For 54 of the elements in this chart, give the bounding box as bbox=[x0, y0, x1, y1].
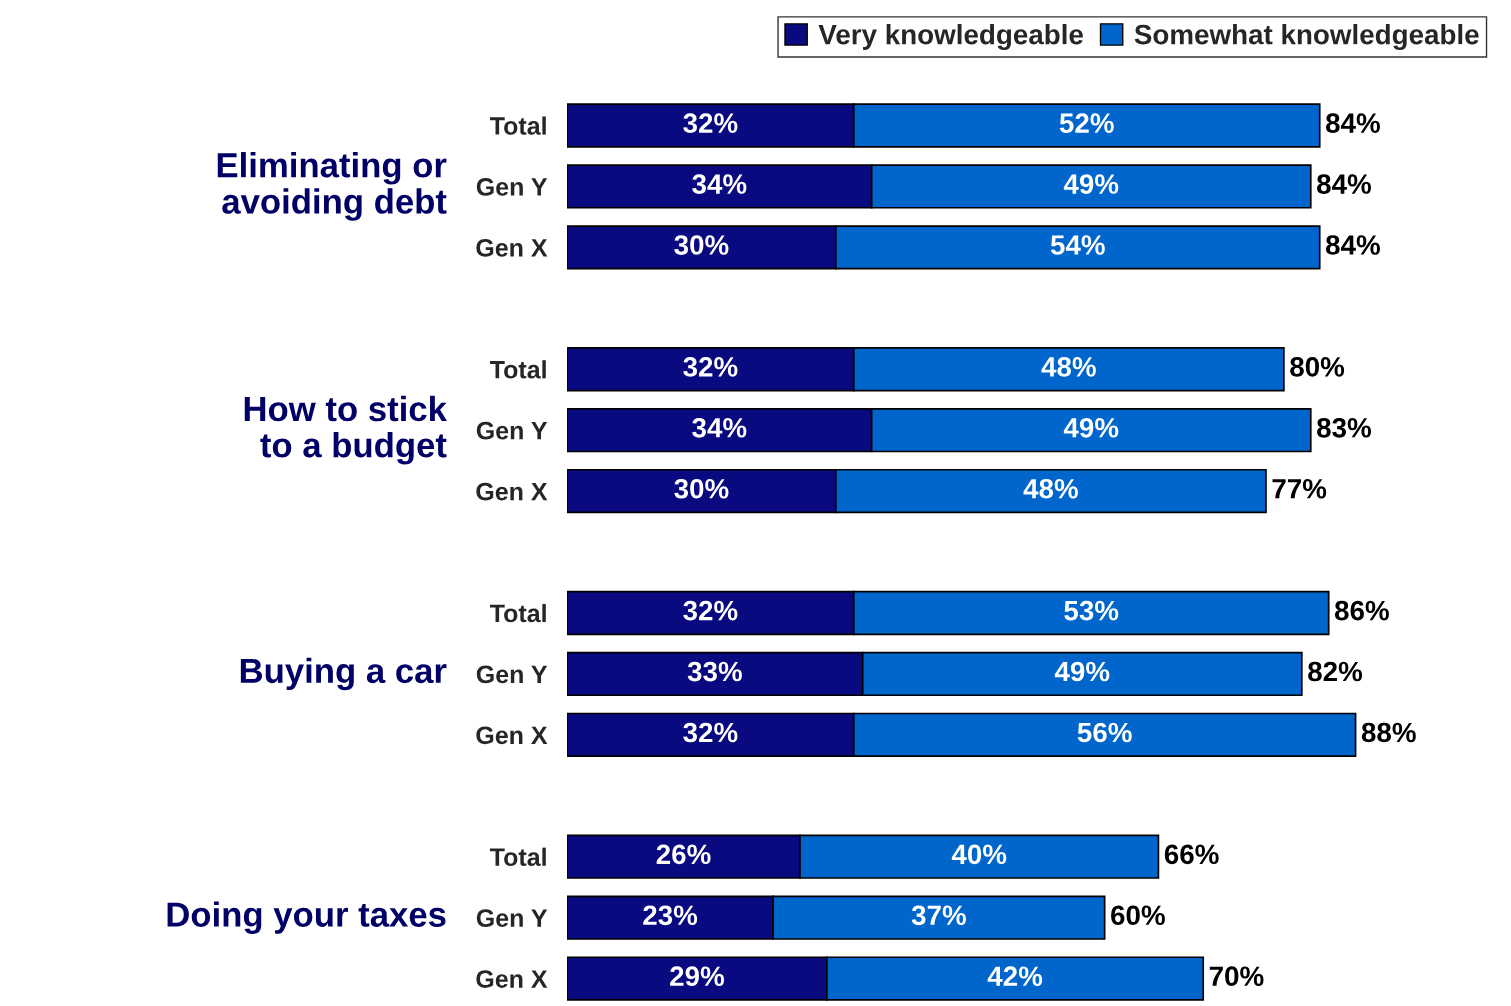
data-label: 32% bbox=[683, 600, 738, 621]
y-tick-label: Gen X bbox=[476, 238, 548, 257]
total-label: 84% bbox=[1325, 113, 1380, 133]
total-label: 86% bbox=[1334, 600, 1389, 621]
data-label: 56% bbox=[1077, 722, 1132, 743]
data-label: 37% bbox=[911, 905, 966, 926]
data-label: 49% bbox=[1054, 661, 1110, 682]
data-label: 40% bbox=[951, 844, 1007, 865]
text: Eliminating or avoiding debt bbox=[217, 152, 447, 221]
data-label: 26% bbox=[656, 844, 711, 865]
data-label: 32% bbox=[683, 722, 738, 743]
y-tick-label: Gen X bbox=[476, 482, 548, 501]
data-label: 32% bbox=[683, 357, 738, 377]
total-label: 70% bbox=[1209, 966, 1264, 987]
y-tick-label: Gen Y bbox=[476, 178, 548, 196]
text: Buying a car bbox=[240, 657, 447, 691]
data-label: 32% bbox=[683, 113, 738, 134]
data-label: 49% bbox=[1063, 417, 1119, 438]
total-label: 60% bbox=[1111, 905, 1165, 926]
data-label: 54% bbox=[1050, 235, 1105, 255]
data-label: 23% bbox=[643, 905, 698, 926]
data-label: 34% bbox=[692, 417, 747, 438]
total-label: 84% bbox=[1317, 174, 1372, 194]
total-label: 82% bbox=[1308, 661, 1363, 682]
total-label: 77% bbox=[1272, 478, 1327, 499]
y-tick-label: Total bbox=[489, 847, 546, 867]
data-label: 30% bbox=[674, 235, 729, 255]
y-tick-label: Total bbox=[489, 603, 546, 623]
text: Doing your taxes bbox=[167, 901, 446, 934]
data-label: 29% bbox=[670, 966, 724, 987]
legend-label: Somewhat knowledgeable bbox=[1134, 24, 1479, 51]
legend-label: Very knowledgeable bbox=[818, 24, 1083, 51]
data-label: 53% bbox=[1064, 600, 1119, 621]
data-label: 30% bbox=[674, 478, 729, 499]
y-tick-label: Gen Y bbox=[476, 909, 548, 927]
total-label: 88% bbox=[1361, 722, 1416, 743]
y-tick-label: Total bbox=[489, 360, 546, 379]
data-label: 33% bbox=[687, 661, 742, 682]
data-label: 42% bbox=[987, 966, 1043, 986]
total-label: 84% bbox=[1325, 235, 1380, 255]
data-label: 52% bbox=[1059, 113, 1114, 133]
y-tick-label: Total bbox=[489, 116, 546, 135]
y-tick-label: Gen X bbox=[476, 970, 548, 988]
text: How to stick to a budget bbox=[244, 395, 447, 465]
y-tick-label: Gen Y bbox=[476, 665, 548, 684]
data-label: 34% bbox=[692, 174, 747, 194]
total-label: 83% bbox=[1317, 417, 1372, 438]
data-label: 48% bbox=[1041, 357, 1096, 377]
data-label: 49% bbox=[1063, 174, 1119, 194]
y-tick-label: Gen Y bbox=[476, 421, 548, 440]
y-tick-label: Gen X bbox=[476, 726, 548, 745]
data-label: 48% bbox=[1023, 478, 1078, 499]
total-label: 66% bbox=[1164, 844, 1219, 865]
total-label: 80% bbox=[1290, 357, 1345, 377]
